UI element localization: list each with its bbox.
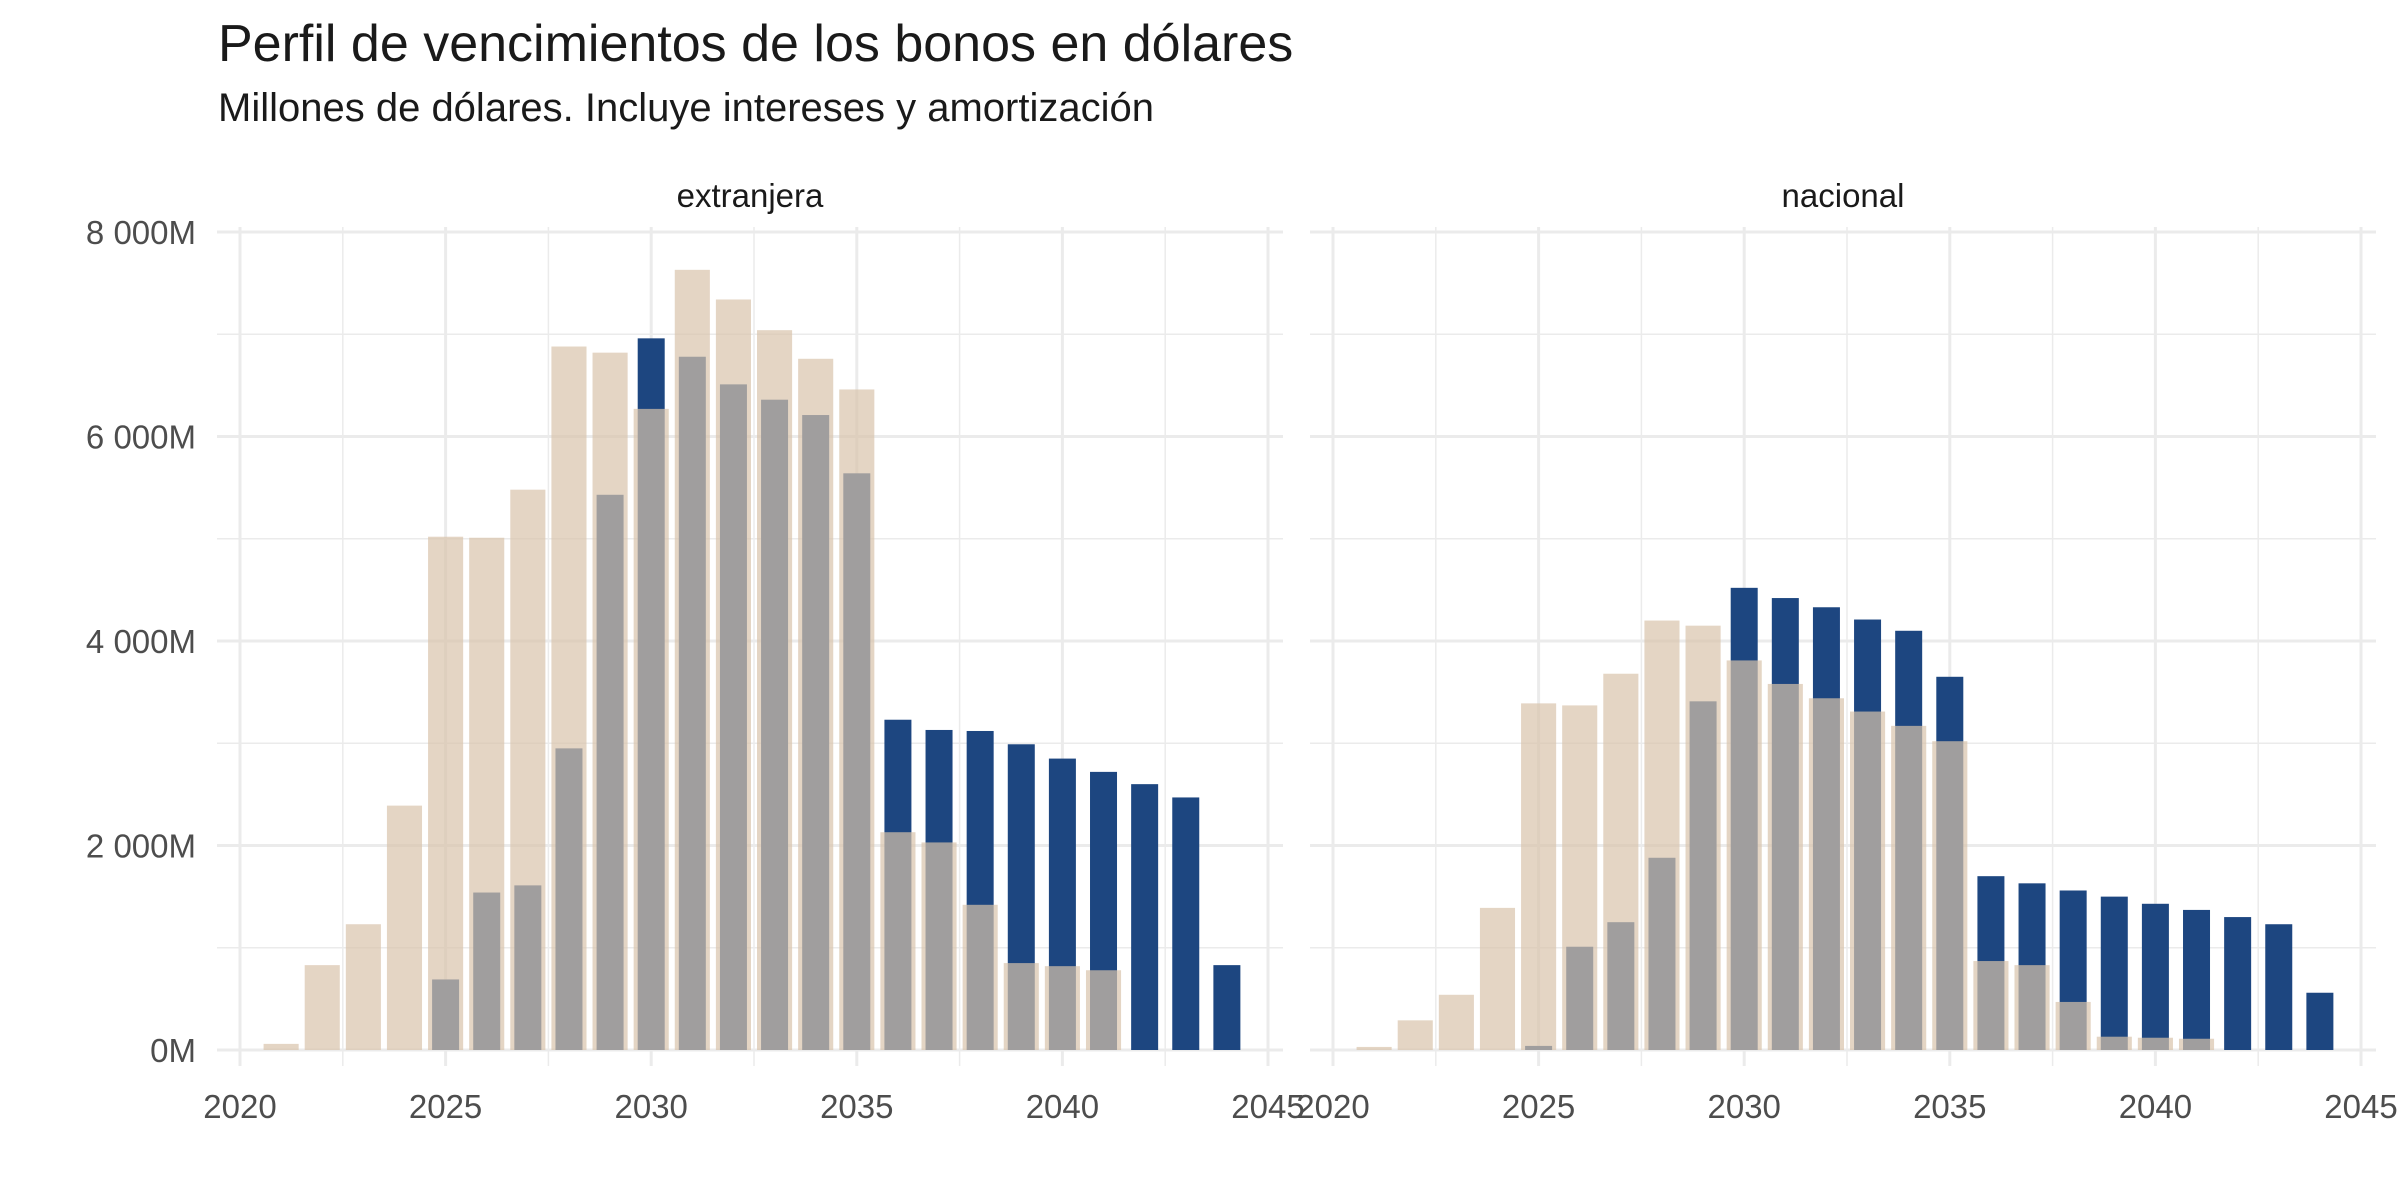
bar-series-2: [2183, 909, 2211, 1050]
bar-series-1: [1850, 711, 1886, 1050]
bar-series-1: [1603, 673, 1639, 1050]
bar-series-1: [1685, 625, 1721, 1050]
bar-series-2: [2265, 924, 2293, 1050]
bar-series-1: [1397, 1020, 1433, 1050]
x-tick-label: 2040: [1026, 1088, 1099, 1125]
y-tick-label: 8 000M: [86, 214, 196, 251]
bar-series-1: [674, 269, 710, 1050]
bar-series-1: [510, 489, 546, 1050]
x-tick-label: 2035: [1913, 1088, 1986, 1125]
bar-series-2: [1172, 797, 1200, 1050]
bar-series-1: [2014, 965, 2050, 1050]
bar-series-1: [715, 299, 751, 1050]
x-tick-label: 2045: [2324, 1088, 2397, 1125]
panel-strip-label: nacional: [1782, 177, 1905, 214]
x-tick-label: 2040: [2119, 1088, 2192, 1125]
bar-series-2: [2306, 992, 2334, 1050]
bar-series-1: [263, 1043, 299, 1050]
bar-series-1: [2178, 1038, 2215, 1050]
bar-series-1: [1479, 907, 1516, 1050]
panel-strip-label: extranjera: [677, 177, 824, 214]
bar-series-1: [386, 805, 423, 1050]
x-tick-label: 2045: [1231, 1088, 1304, 1125]
x-tick-label: 2030: [614, 1088, 687, 1125]
y-tick-label: 6 000M: [86, 419, 196, 456]
bar-series-2: [1131, 784, 1159, 1050]
y-tick-label: 4 000M: [86, 623, 196, 660]
bar-series-1: [880, 832, 916, 1050]
bar-series-1: [1808, 698, 1844, 1050]
bar-series-1: [469, 537, 505, 1050]
chart-subtitle: Millones de dólares. Incluye intereses y…: [218, 86, 1154, 130]
bar-series-1: [551, 346, 587, 1050]
bar-series-1: [345, 924, 381, 1050]
bar-series-1: [2137, 1037, 2173, 1050]
bar-series-1: [1726, 660, 1762, 1050]
y-tick-label: 0M: [150, 1032, 196, 1069]
x-tick-label: 2025: [409, 1088, 482, 1125]
chart-title: Perfil de vencimientos de los bonos en d…: [218, 15, 1294, 73]
bar-series-2: [1213, 965, 1241, 1050]
bar-series-1: [798, 358, 834, 1050]
bar-series-1: [304, 965, 340, 1050]
bar-series-1: [921, 842, 957, 1050]
bar-series-1: [757, 330, 793, 1050]
bar-series-1: [1356, 1046, 1392, 1050]
bar-series-1: [2055, 1001, 2091, 1050]
bar-series-2: [2224, 917, 2252, 1050]
y-tick-label: 2 000M: [86, 828, 196, 865]
bar-series-2: [2141, 903, 2169, 1050]
bar-series-1: [2096, 1036, 2132, 1050]
bar-series-1: [428, 536, 464, 1050]
x-tick-label: 2035: [820, 1088, 893, 1125]
bar-series-1: [1767, 683, 1803, 1050]
bar-series-1: [1003, 963, 1039, 1050]
bar-series-1: [1438, 994, 1474, 1050]
bar-series-1: [1521, 703, 1557, 1050]
bar-series-1: [962, 904, 998, 1050]
bar-series-1: [1562, 705, 1598, 1050]
bar-series-1: [1891, 725, 1927, 1050]
x-tick-label: 2020: [1296, 1088, 1369, 1125]
bar-series-2: [2100, 896, 2128, 1050]
bar-series-1: [1973, 961, 2009, 1050]
bar-series-1: [1932, 741, 1968, 1050]
bar-series-1: [1044, 966, 1080, 1050]
x-tick-label: 2020: [203, 1088, 276, 1125]
x-tick-label: 2030: [1707, 1088, 1780, 1125]
bar-series-1: [592, 352, 628, 1050]
x-tick-label: 2025: [1502, 1088, 1575, 1125]
bar-series-1: [1085, 970, 1122, 1050]
bar-series-1: [633, 408, 669, 1051]
bar-series-1: [839, 389, 875, 1051]
bar-series-1: [1644, 620, 1680, 1050]
